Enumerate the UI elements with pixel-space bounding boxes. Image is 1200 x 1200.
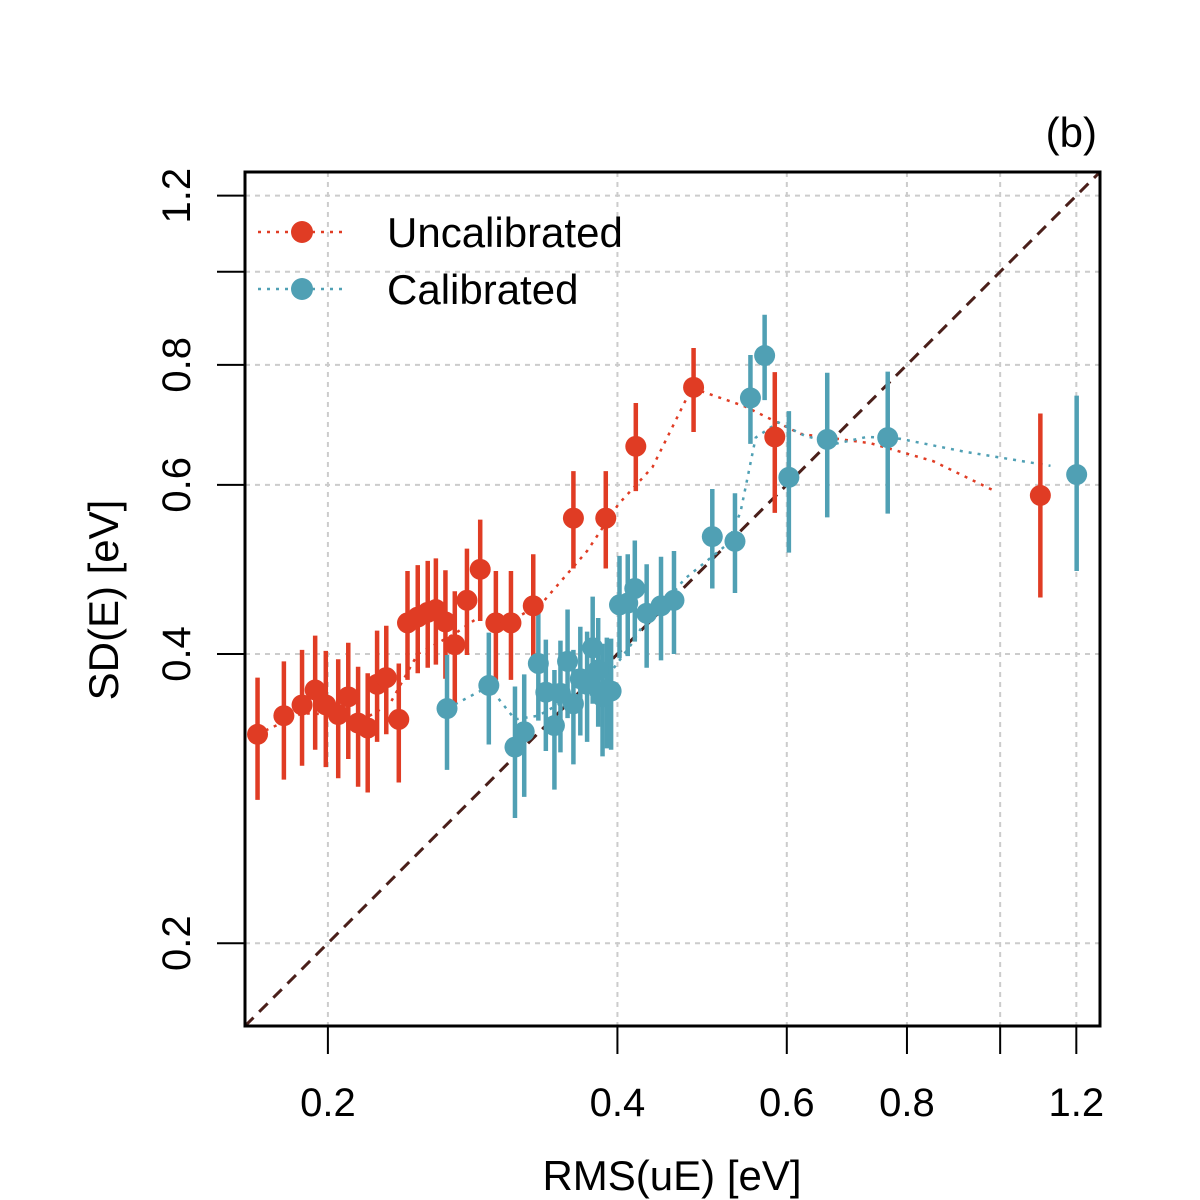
point-uncalibrated-18 <box>456 589 478 611</box>
panel-label: (b) <box>1046 109 1097 156</box>
point-calibrated-11 <box>576 673 598 695</box>
legend-calibrated-label: Calibrated <box>387 266 578 313</box>
legend-uncalibrated-marker <box>291 221 313 243</box>
point-calibrated-30 <box>1066 464 1088 486</box>
point-calibrated-12 <box>582 637 604 659</box>
point-uncalibrated-23 <box>562 507 584 529</box>
point-uncalibrated-21 <box>500 612 522 634</box>
legend-calibrated-marker <box>291 278 313 300</box>
point-calibrated-26 <box>754 345 776 367</box>
point-calibrated-3 <box>513 721 535 743</box>
point-uncalibrated-17 <box>444 634 466 656</box>
point-calibrated-0 <box>436 698 458 720</box>
point-uncalibrated-5 <box>327 704 349 726</box>
point-calibrated-24 <box>724 530 746 552</box>
guide-lines <box>256 386 1051 736</box>
x-tick-label-1: 0.4 <box>590 1081 646 1125</box>
point-calibrated-27 <box>778 466 800 488</box>
point-calibrated-2 <box>504 736 526 758</box>
point-uncalibrated-25 <box>625 435 647 457</box>
data-points <box>247 345 1088 758</box>
y-tick-label-5: 1.2 <box>155 168 199 224</box>
guide-line-uncalibrated <box>256 386 994 736</box>
point-uncalibrated-2 <box>291 694 313 716</box>
point-calibrated-13 <box>587 659 609 681</box>
point-uncalibrated-11 <box>388 708 410 730</box>
legend-uncalibrated-label: Uncalibrated <box>387 209 623 256</box>
point-calibrated-23 <box>701 526 723 548</box>
point-calibrated-1 <box>478 674 500 696</box>
x-tick-label-2: 0.6 <box>759 1081 815 1125</box>
y-tick-label-1: 0.4 <box>155 626 199 682</box>
point-uncalibrated-0 <box>247 723 269 745</box>
point-uncalibrated-3 <box>304 679 326 701</box>
y-tick-label-3: 0.8 <box>155 337 199 393</box>
point-calibrated-8 <box>557 650 579 672</box>
point-uncalibrated-27 <box>764 426 786 448</box>
x-tick-label-5: 1.2 <box>1049 1081 1105 1125</box>
point-calibrated-6 <box>543 715 565 737</box>
y-tick-label-2: 0.6 <box>155 457 199 513</box>
point-calibrated-9 <box>562 693 584 715</box>
point-uncalibrated-6 <box>337 686 359 708</box>
x-tick-label-3: 0.8 <box>879 1081 935 1125</box>
point-uncalibrated-1 <box>273 705 295 727</box>
point-calibrated-4 <box>527 653 549 675</box>
grid <box>245 172 1100 1026</box>
point-uncalibrated-28 <box>1029 484 1051 506</box>
point-uncalibrated-22 <box>522 595 544 617</box>
point-calibrated-29 <box>877 427 899 449</box>
x-tick-label-0: 0.2 <box>300 1081 356 1125</box>
y-axis-title: SD(E) [eV] <box>80 500 127 701</box>
legend: Uncalibrated Calibrated <box>258 209 623 313</box>
point-uncalibrated-24 <box>595 507 617 529</box>
x-axis-title: RMS(uE) [eV] <box>542 1152 801 1199</box>
point-uncalibrated-10 <box>375 667 397 689</box>
axes: 0.2 0.4 0.6 0.8 1.2 0.2 0.4 0.6 0.8 1.2 <box>155 168 1104 1125</box>
point-uncalibrated-19 <box>469 558 491 580</box>
y-tick-label-0: 0.2 <box>155 915 199 971</box>
plot-frame <box>243 170 1102 1028</box>
point-uncalibrated-8 <box>357 717 379 739</box>
point-calibrated-19 <box>624 578 646 600</box>
point-calibrated-28 <box>816 428 838 450</box>
point-calibrated-22 <box>663 589 685 611</box>
point-calibrated-25 <box>739 387 761 409</box>
point-calibrated-16 <box>600 680 622 702</box>
point-uncalibrated-20 <box>485 612 507 634</box>
point-uncalibrated-16 <box>434 611 456 633</box>
point-uncalibrated-26 <box>683 376 705 398</box>
